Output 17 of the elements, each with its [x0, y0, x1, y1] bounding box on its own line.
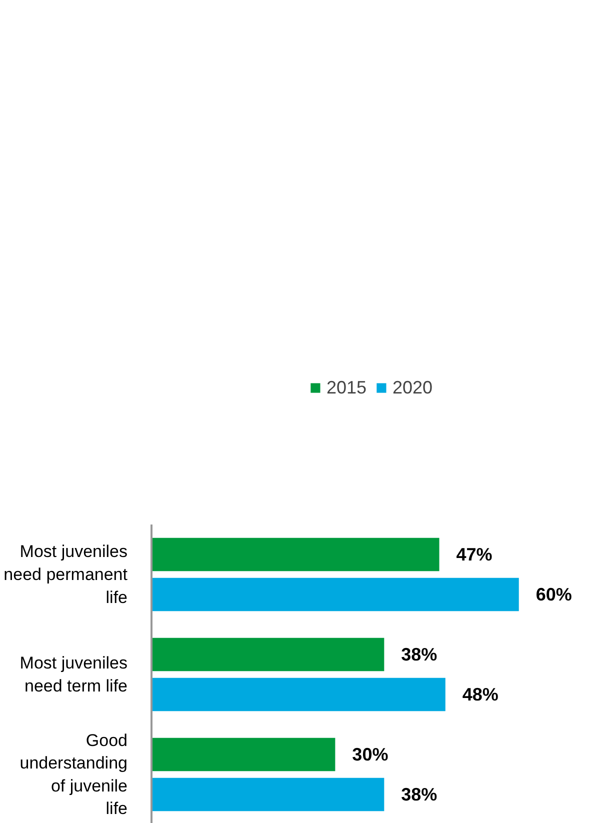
bar — [152, 738, 336, 772]
data-label: 48% — [462, 684, 498, 704]
bar — [152, 638, 384, 672]
y-tick-label: Good understanding of juvenile life — [20, 730, 128, 818]
bar — [152, 778, 384, 812]
data-label: 30% — [352, 744, 388, 764]
data-label: 38% — [401, 644, 438, 664]
y-tick-label: Most juveniles need permanent life — [4, 542, 128, 607]
bar — [152, 578, 519, 612]
legend-label: 2020 — [392, 377, 433, 398]
bar — [152, 538, 440, 572]
y-tick-label: Most juveniles need term life — [20, 654, 128, 696]
data-label: 47% — [456, 544, 492, 564]
data-label: 38% — [401, 784, 438, 804]
bar — [152, 678, 446, 712]
data-label: 60% — [536, 584, 572, 604]
legend-label: 2015 — [326, 377, 366, 398]
